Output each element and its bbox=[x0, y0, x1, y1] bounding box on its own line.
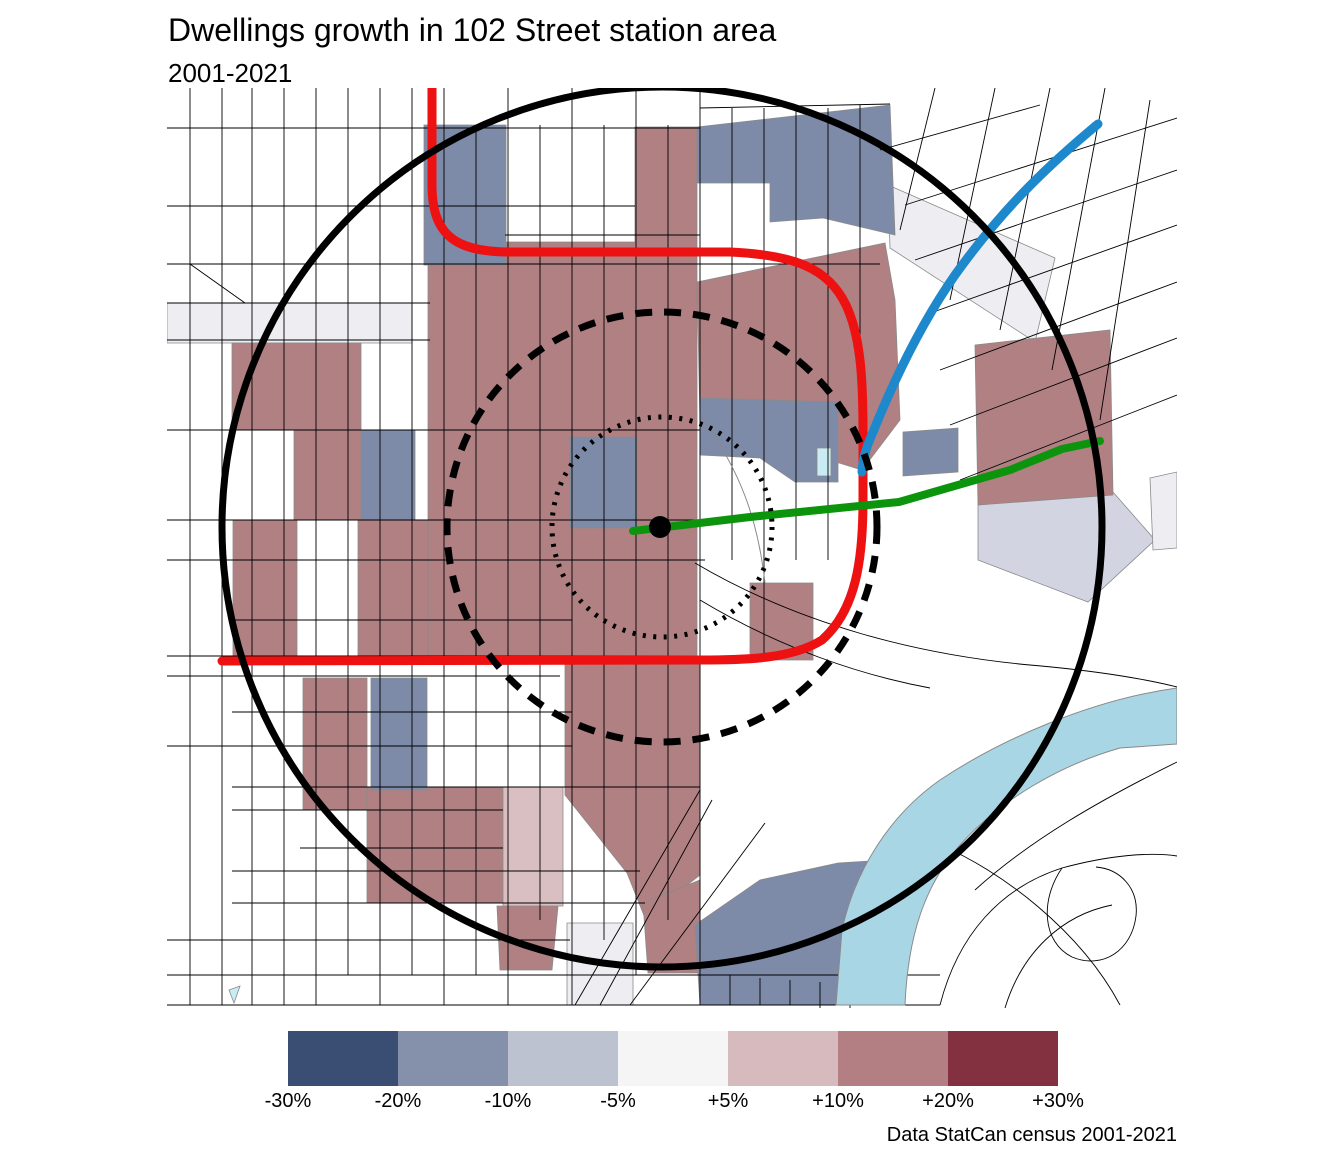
legend-bin-label: +10% bbox=[812, 1090, 864, 1112]
legend-bin-label: +20% bbox=[922, 1090, 974, 1112]
river bbox=[835, 687, 1177, 1006]
pond bbox=[228, 985, 241, 1005]
block bbox=[293, 429, 362, 521]
legend-bin-label: +30% bbox=[1032, 1090, 1084, 1112]
pool bbox=[816, 447, 832, 477]
block bbox=[360, 429, 416, 521]
middle-buffer bbox=[443, 308, 881, 746]
block bbox=[887, 184, 1056, 343]
red-transit-line bbox=[217, 88, 868, 666]
outer-buffer bbox=[218, 88, 1106, 971]
block bbox=[231, 342, 362, 431]
transit-lines bbox=[217, 88, 1104, 666]
block bbox=[569, 436, 638, 529]
road-network bbox=[167, 88, 1177, 1009]
block bbox=[502, 786, 564, 907]
block bbox=[977, 491, 1156, 603]
page-subtitle: 2001-2021 bbox=[168, 58, 293, 88]
buffer-circles bbox=[218, 88, 1106, 971]
block bbox=[366, 786, 504, 904]
block bbox=[232, 519, 298, 657]
census-parcels bbox=[167, 104, 1177, 1006]
legend-swatch bbox=[728, 1031, 838, 1086]
rail-corridor bbox=[702, 419, 766, 584]
station-marker bbox=[649, 516, 671, 538]
block bbox=[1149, 471, 1177, 551]
legend-swatch bbox=[508, 1031, 618, 1086]
legend-bin-label: -20% bbox=[374, 1090, 422, 1112]
legend-bin-label: -30% bbox=[264, 1090, 312, 1112]
green-transit-line bbox=[629, 437, 1104, 535]
legend-bin-label: -10% bbox=[484, 1090, 532, 1112]
legend-bin-label: +5% bbox=[707, 1090, 749, 1112]
choropleth-map bbox=[167, 88, 1177, 1009]
block bbox=[974, 329, 1114, 506]
block bbox=[902, 427, 959, 477]
inner-buffer bbox=[549, 414, 775, 640]
block bbox=[564, 662, 701, 919]
attribution-text: Data StatCan census 2001-2021 bbox=[886, 1124, 1177, 1146]
block bbox=[167, 302, 413, 344]
legend-bin-label: -5% bbox=[600, 1090, 636, 1112]
legend-swatch bbox=[618, 1031, 728, 1086]
block bbox=[370, 677, 428, 791]
block bbox=[357, 519, 429, 657]
legend-swatch bbox=[288, 1031, 398, 1086]
page-title: Dwellings growth in 102 Street station a… bbox=[168, 12, 777, 48]
legend-swatch bbox=[838, 1031, 948, 1086]
blue-transit-line bbox=[857, 119, 1103, 477]
block bbox=[749, 582, 814, 661]
legend-swatch bbox=[948, 1031, 1058, 1086]
legend-swatch bbox=[398, 1031, 508, 1086]
